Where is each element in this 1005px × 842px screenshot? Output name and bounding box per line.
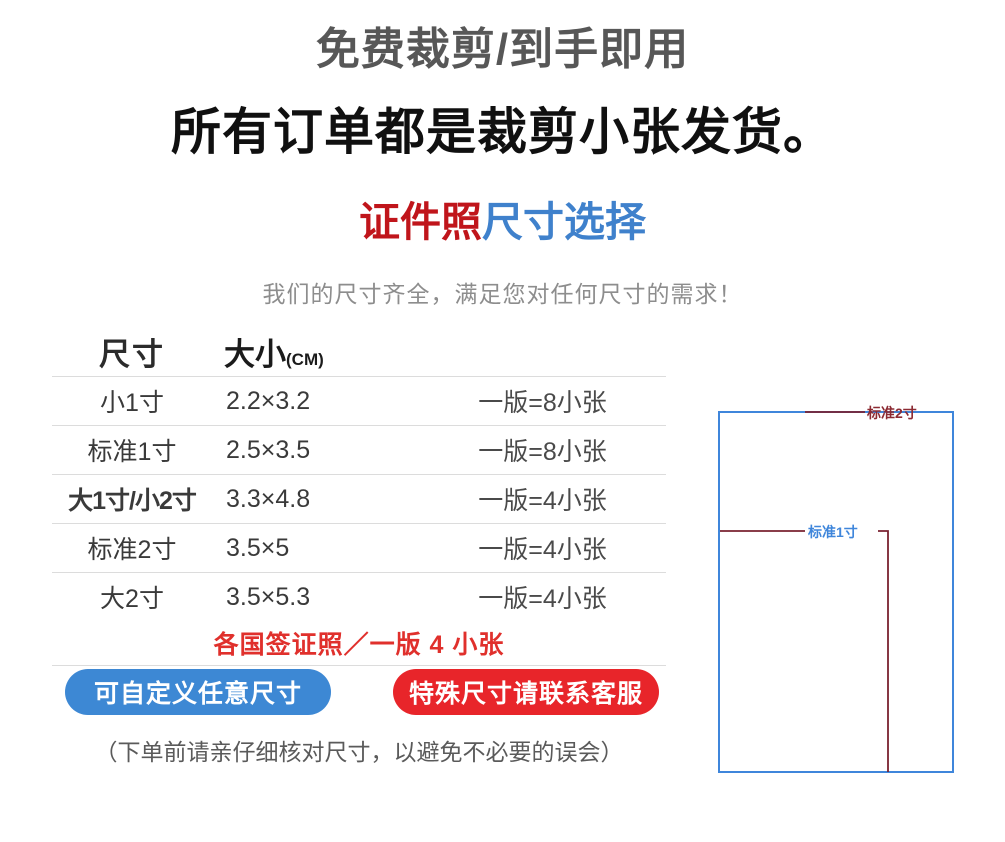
heading-all-orders: 所有订单都是裁剪小张发货。 [171, 104, 834, 160]
row-note: 一版=4小张 [478, 585, 607, 613]
inner-label-standard-1inch: 标准1寸 [807, 524, 858, 540]
button-row: 可自定义任意尺寸 特殊尺寸请联系客服 [52, 669, 666, 715]
row-note: 一版=8小张 [478, 389, 607, 417]
table-row: 标准2寸 3.5×5 一版=4小张 [52, 523, 666, 572]
row-size: 标准2寸 [87, 536, 177, 564]
row-note: 一版=8小张 [478, 438, 607, 466]
table-header-dimension-text: 大小 [224, 337, 286, 372]
section-title: 证件照尺寸选择 [0, 199, 1005, 246]
table-header-row: 尺寸 大小(CM) [52, 328, 666, 376]
row-dimension: 2.5×3.5 [226, 435, 311, 464]
row-note: 一版=4小张 [478, 536, 607, 564]
size-table: 尺寸 大小(CM) 小1寸 2.2×3.2 一版=8小张 标准1寸 2.5×3.… [52, 328, 666, 666]
row-dimension: 3.5×5 [226, 533, 290, 562]
visa-note-row: 各国签证照／一版 4 小张 [52, 621, 666, 666]
table-row: 大2寸 3.5×5.3 一版=4小张 [52, 572, 666, 621]
contact-service-button[interactable]: 特殊尺寸请联系客服 [393, 669, 659, 715]
size-comparison-diagram: 标准2寸 标准1寸 [700, 395, 1000, 795]
outer-rect-standard-2inch [718, 411, 954, 773]
row-size: 大2寸 [100, 585, 164, 613]
row-dimension: 2.2×3.2 [226, 386, 311, 415]
section-title-blue: 尺寸选择 [482, 199, 646, 245]
visa-note-text: 各国签证照／一版 4 小张 [213, 631, 505, 659]
table-header-size: 尺寸 [99, 337, 165, 372]
heading-free-cut: 免费裁剪/到手即用 [315, 25, 690, 74]
section-subtitle: 我们的尺寸齐全，满足您对任何尺寸的需求！ [262, 281, 743, 307]
section-title-red: 证件照 [359, 199, 482, 245]
row-dimension: 3.5×5.3 [226, 582, 311, 611]
inner-vertical-line [878, 530, 889, 772]
outer-leader-elbow [942, 411, 954, 429]
row-size: 大1寸/小2寸 [68, 487, 197, 515]
row-size: 标准1寸 [87, 438, 177, 466]
table-row: 小1寸 2.2×3.2 一版=8小张 [52, 376, 666, 425]
table-header-dimension: 大小(CM) [212, 329, 439, 374]
table-header-dimension-unit: (CM) [286, 350, 324, 369]
custom-size-button[interactable]: 可自定义任意尺寸 [65, 669, 331, 715]
row-dimension: 3.3×4.8 [226, 484, 311, 513]
table-row: 标准1寸 2.5×3.5 一版=8小张 [52, 425, 666, 474]
row-note: 一版=4小张 [478, 487, 607, 515]
table-row: 大1寸/小2寸 3.3×4.8 一版=4小张 [52, 474, 666, 523]
row-size: 小1寸 [100, 389, 164, 417]
foot-note: （下单前请亲仔细核对尺寸，以避免不必要的误会） [94, 739, 624, 765]
outer-label-standard-2inch: 标准2寸 [866, 405, 917, 421]
